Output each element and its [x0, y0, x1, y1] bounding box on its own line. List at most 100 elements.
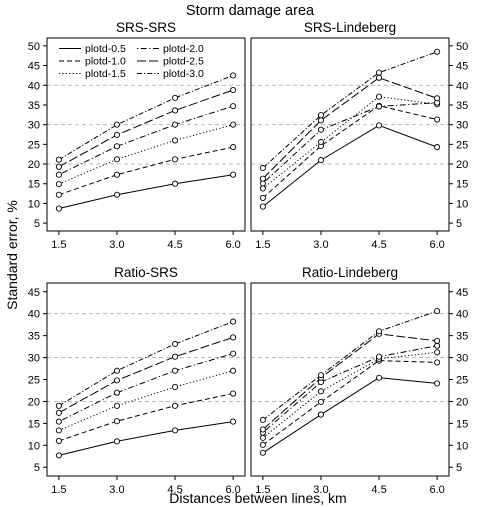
- y-tick-label: 40: [28, 80, 40, 92]
- data-point-plotd-3-0: [317, 372, 325, 379]
- data-point-plotd-3-0: [317, 112, 325, 119]
- data-point-plotd-3-0: [375, 328, 383, 335]
- data-point-plotd-1-0: [434, 116, 441, 123]
- y-tick-label: 5: [34, 462, 40, 474]
- data-point-plotd-1-5: [375, 93, 383, 100]
- data-point-plotd-2-5: [55, 409, 62, 416]
- series-line-plotd-2-5: [58, 336, 234, 414]
- data-point-plotd-0-5: [259, 449, 266, 456]
- y-tick-label: 50: [456, 41, 468, 53]
- x-tick-label: 1.5: [255, 484, 270, 496]
- data-point-plotd-2-5: [259, 426, 266, 433]
- data-point-plotd-2-5: [171, 353, 179, 360]
- series-line-plotd-3-0: [58, 74, 234, 161]
- data-point-plotd-2-5: [113, 377, 121, 384]
- data-point-plotd-2-0: [375, 103, 383, 110]
- y-tick-label: 40: [28, 309, 40, 321]
- data-point-plotd-1-5: [113, 402, 121, 409]
- data-point-plotd-1-5: [259, 185, 266, 192]
- data-point-plotd-0-5: [55, 452, 62, 459]
- panel-title: Ratio-SRS: [114, 265, 178, 280]
- y-tick-label: 35: [456, 331, 468, 343]
- legend-label-plotd-1-5: plotd-1.5: [85, 68, 126, 80]
- y-tick-label: 15: [28, 418, 40, 430]
- y-tick-label: 35: [456, 100, 468, 112]
- data-point-plotd-1-0: [317, 398, 325, 405]
- series-line-plotd-2-0: [58, 105, 234, 176]
- y-tick-label: 25: [456, 139, 468, 151]
- data-point-plotd-0-5: [375, 374, 383, 381]
- series-line-plotd-2-0: [58, 353, 234, 423]
- x-tick-label: 3.0: [109, 239, 124, 251]
- data-point-plotd-2-0: [171, 367, 179, 374]
- data-point-plotd-2-5: [230, 334, 237, 341]
- data-point-plotd-3-0: [55, 156, 62, 163]
- legend: plotd-0.5plotd-1.0plotd-1.5plotd-2.0plot…: [59, 43, 204, 80]
- x-tick-label: 4.5: [371, 484, 386, 496]
- data-point-plotd-0-5: [230, 171, 237, 178]
- x-tick-label: 4.5: [371, 239, 386, 251]
- y-tick-label: 30: [28, 353, 40, 365]
- data-point-plotd-1-5: [434, 349, 441, 356]
- data-point-plotd-1-5: [55, 181, 62, 188]
- y-tick-label: 10: [456, 198, 468, 210]
- data-point-plotd-0-5: [434, 144, 441, 151]
- data-point-plotd-1-0: [230, 144, 237, 151]
- panel-title: SRS-SRS: [116, 20, 176, 35]
- series-line-plotd-2-5: [262, 333, 438, 430]
- data-point-plotd-1-0: [259, 441, 266, 448]
- y-tick-label: 45: [28, 287, 40, 299]
- series-line-plotd-0-5: [262, 377, 438, 454]
- y-tick-label: 5: [456, 218, 462, 230]
- data-point-plotd-0-5: [259, 203, 266, 210]
- data-point-plotd-2-0: [230, 103, 237, 110]
- y-tick-label: 25: [28, 139, 40, 151]
- y-tick-label: 5: [34, 218, 40, 230]
- data-point-plotd-1-5: [113, 156, 121, 163]
- data-point-plotd-2-5: [317, 117, 325, 124]
- series-line-plotd-1-0: [262, 105, 438, 199]
- series-line-plotd-2-0: [262, 102, 438, 184]
- y-tick-label: 20: [456, 396, 468, 408]
- y-tick-label: 40: [456, 309, 468, 321]
- data-point-plotd-1-0: [230, 390, 237, 397]
- y-tick-label: 45: [456, 287, 468, 299]
- data-point-plotd-2-5: [230, 86, 237, 94]
- data-point-plotd-1-5: [171, 383, 179, 391]
- figure-y-label: Standard error, %: [4, 200, 20, 310]
- series-line-plotd-0-5: [58, 174, 234, 209]
- series-line-plotd-3-0: [262, 310, 438, 421]
- series-line-plotd-1-5: [58, 370, 234, 431]
- data-point-plotd-0-5: [230, 418, 237, 425]
- x-tick-label: 6.0: [225, 239, 240, 251]
- data-point-plotd-1-0: [55, 437, 62, 444]
- x-tick-label: 6.0: [429, 239, 444, 251]
- data-point-plotd-2-0: [230, 350, 237, 357]
- data-point-plotd-2-5: [55, 163, 62, 170]
- y-tick-label: 40: [456, 80, 468, 92]
- y-tick-label: 10: [28, 198, 40, 210]
- data-point-plotd-1-5: [230, 367, 237, 374]
- data-point-plotd-3-0: [375, 69, 383, 76]
- data-point-plotd-2-5: [434, 337, 441, 344]
- data-point-plotd-1-5: [317, 388, 325, 395]
- data-point-plotd-3-0: [55, 402, 62, 409]
- data-point-plotd-1-5: [259, 434, 266, 441]
- y-tick-label: 10: [456, 440, 468, 452]
- panel-ratio-lindeberg: Ratio-Lindeberg 5 10 15 20 25 30 35 40 45 1.5 3.0 4.…: [250, 265, 468, 496]
- y-tick-label: 35: [28, 331, 40, 343]
- data-point-plotd-2-5: [113, 131, 121, 138]
- data-point-plotd-0-5: [317, 157, 325, 164]
- data-point-plotd-2-5: [171, 107, 179, 114]
- y-tick-label: 30: [28, 120, 40, 132]
- series-line-plotd-2-0: [262, 345, 438, 433]
- data-point-plotd-3-0: [230, 72, 237, 79]
- panel-srs-lindeberg: SRS-Lindeberg 5 10 15 20 25 30 35 40 45 50 1.5 3.0 4.…: [250, 20, 468, 251]
- data-point-plotd-0-5: [113, 438, 121, 445]
- y-tick-label: 15: [456, 418, 468, 430]
- series-line-plotd-1-0: [58, 146, 234, 196]
- data-point-plotd-3-0: [171, 340, 179, 348]
- series-line-plotd-1-5: [58, 124, 234, 185]
- legend-label-plotd-0-5: plotd-0.5: [85, 43, 126, 55]
- series-line-plotd-1-5: [262, 96, 438, 189]
